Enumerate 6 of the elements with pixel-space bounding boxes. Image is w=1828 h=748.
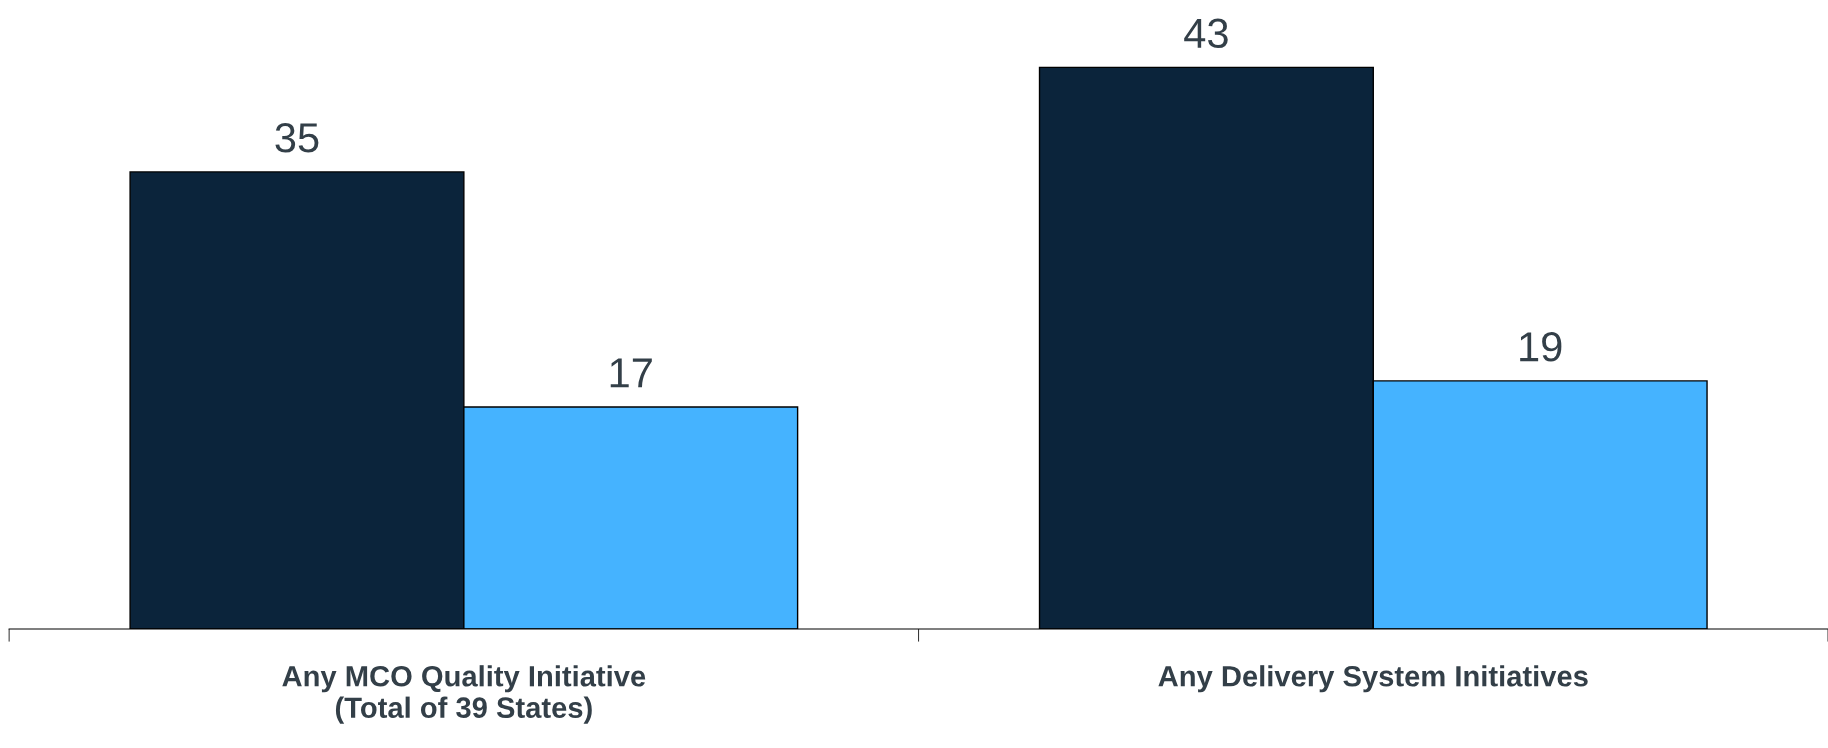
data-label: 43: [1184, 18, 1228, 49]
data-label: 35: [275, 123, 319, 153]
x-tick-label: Any MCO Quality Initiative (Total of 39 States): [282, 665, 646, 724]
x-tick-label: Any Delivery System Initiatives: [1158, 665, 1588, 693]
data-label: 19: [1520, 332, 1562, 362]
data-label: 17: [610, 358, 652, 388]
